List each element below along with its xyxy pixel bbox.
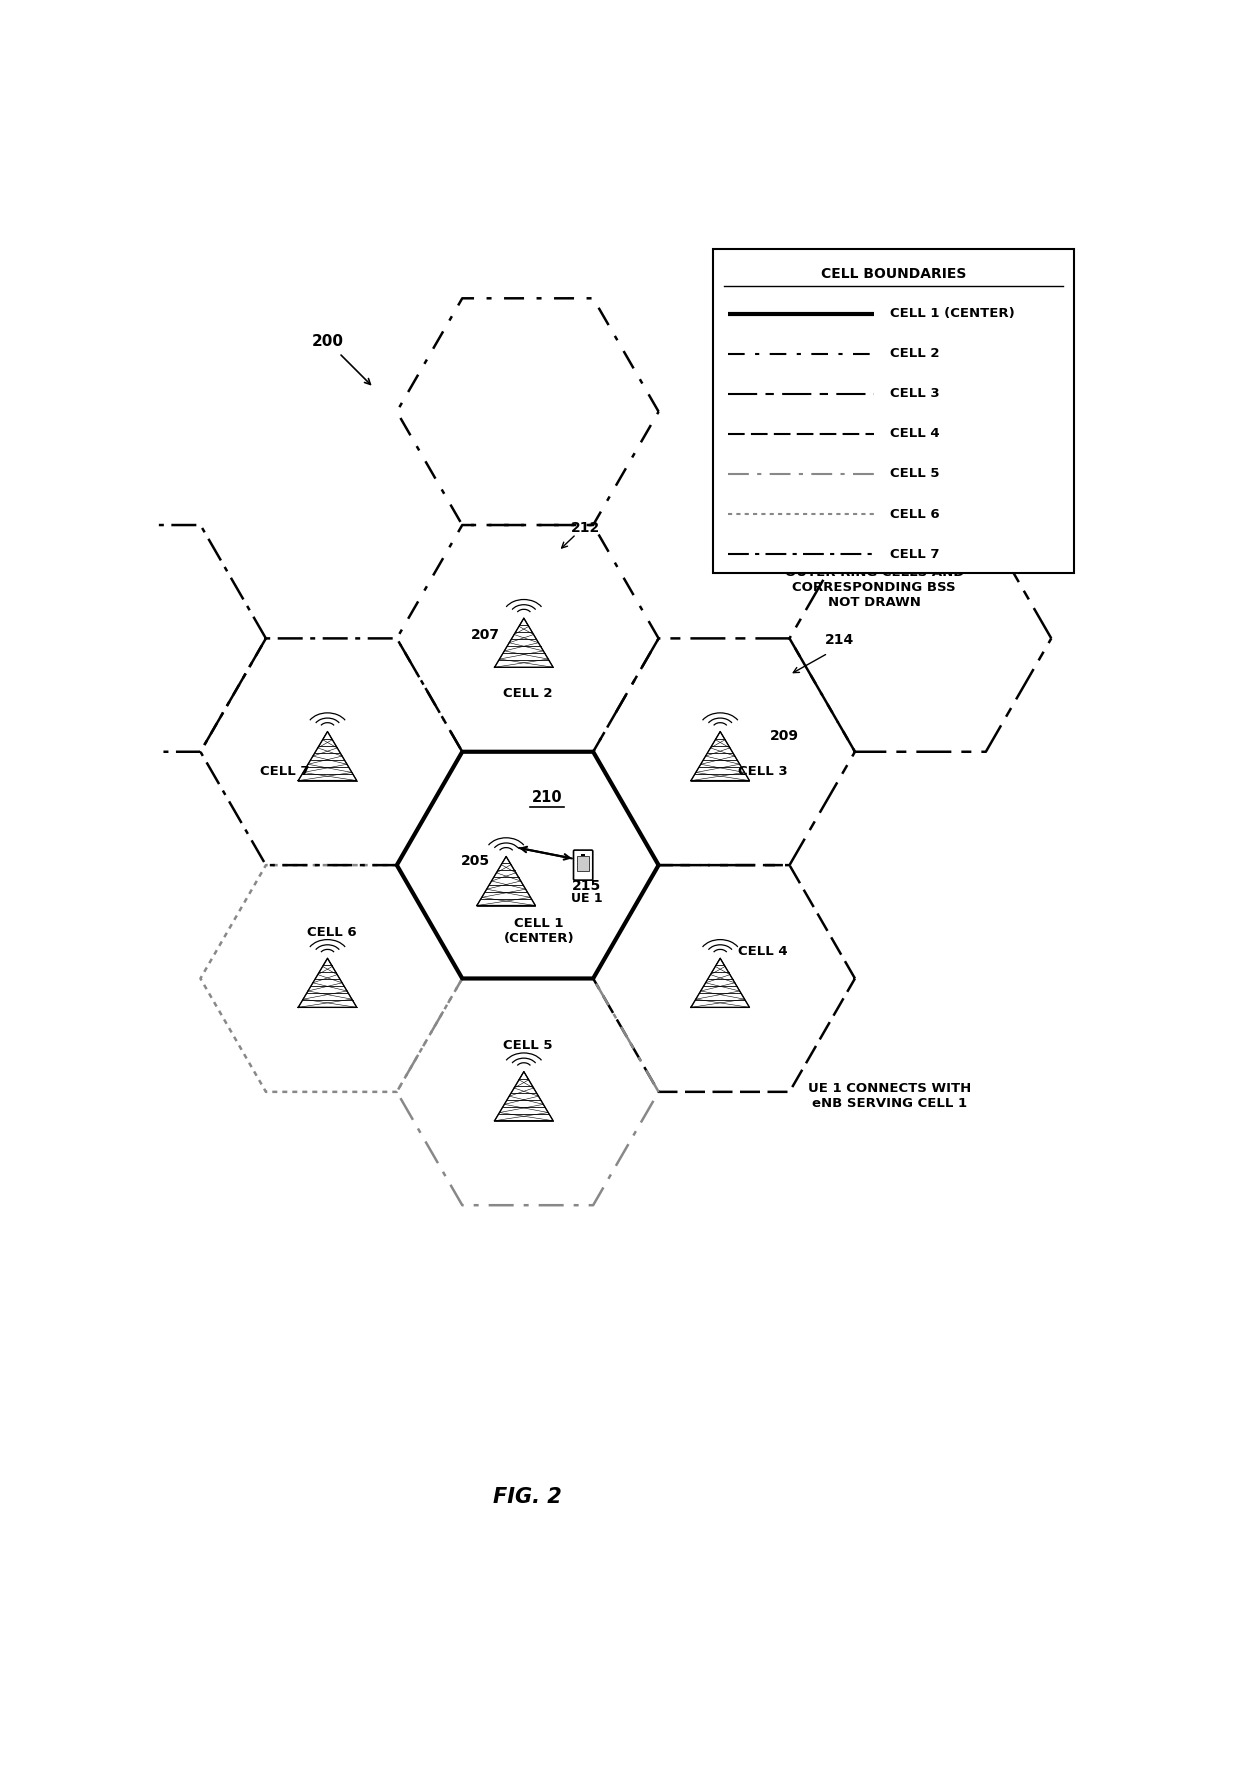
Bar — [580, 854, 585, 856]
FancyBboxPatch shape — [713, 249, 1074, 573]
Text: CELL BOUNDARIES: CELL BOUNDARIES — [821, 267, 966, 281]
Text: CELL 5: CELL 5 — [889, 467, 939, 481]
Text: 212: 212 — [570, 522, 600, 536]
Text: CELL 6: CELL 6 — [889, 507, 939, 520]
Text: CELL 7: CELL 7 — [889, 548, 939, 560]
Text: CELL 1 (CENTER): CELL 1 (CENTER) — [889, 308, 1014, 320]
Text: 209: 209 — [770, 730, 799, 743]
Text: CELL 4: CELL 4 — [889, 428, 939, 440]
Text: CELL 2: CELL 2 — [503, 688, 553, 700]
Text: FIG. 2: FIG. 2 — [494, 1487, 562, 1506]
Text: UE 1 CONNECTS WITH
eNB SERVING CELL 1: UE 1 CONNECTS WITH eNB SERVING CELL 1 — [808, 1082, 971, 1110]
Text: CELL 1
(CENTER): CELL 1 (CENTER) — [503, 916, 574, 944]
Text: CELL 6: CELL 6 — [306, 926, 356, 939]
Text: 200: 200 — [311, 334, 343, 348]
Text: CELL 3: CELL 3 — [738, 764, 787, 778]
Text: OUTER RING CELLS AND
CORRESPONDING BSS
NOT DRAWN: OUTER RING CELLS AND CORRESPONDING BSS N… — [785, 566, 963, 610]
Text: UE 1: UE 1 — [572, 893, 603, 905]
Text: 214: 214 — [825, 633, 854, 647]
Text: CELL 3: CELL 3 — [889, 387, 939, 400]
Text: CELL 2: CELL 2 — [889, 347, 939, 361]
Text: 210: 210 — [532, 790, 562, 804]
Text: 207: 207 — [471, 628, 500, 642]
Text: CELL 4: CELL 4 — [738, 946, 787, 958]
Text: CELL 5: CELL 5 — [503, 1040, 553, 1052]
Text: CELL 7: CELL 7 — [260, 764, 310, 778]
Bar — [577, 856, 589, 872]
Text: 205: 205 — [461, 854, 490, 868]
FancyBboxPatch shape — [574, 850, 593, 880]
Text: 215: 215 — [573, 879, 601, 893]
